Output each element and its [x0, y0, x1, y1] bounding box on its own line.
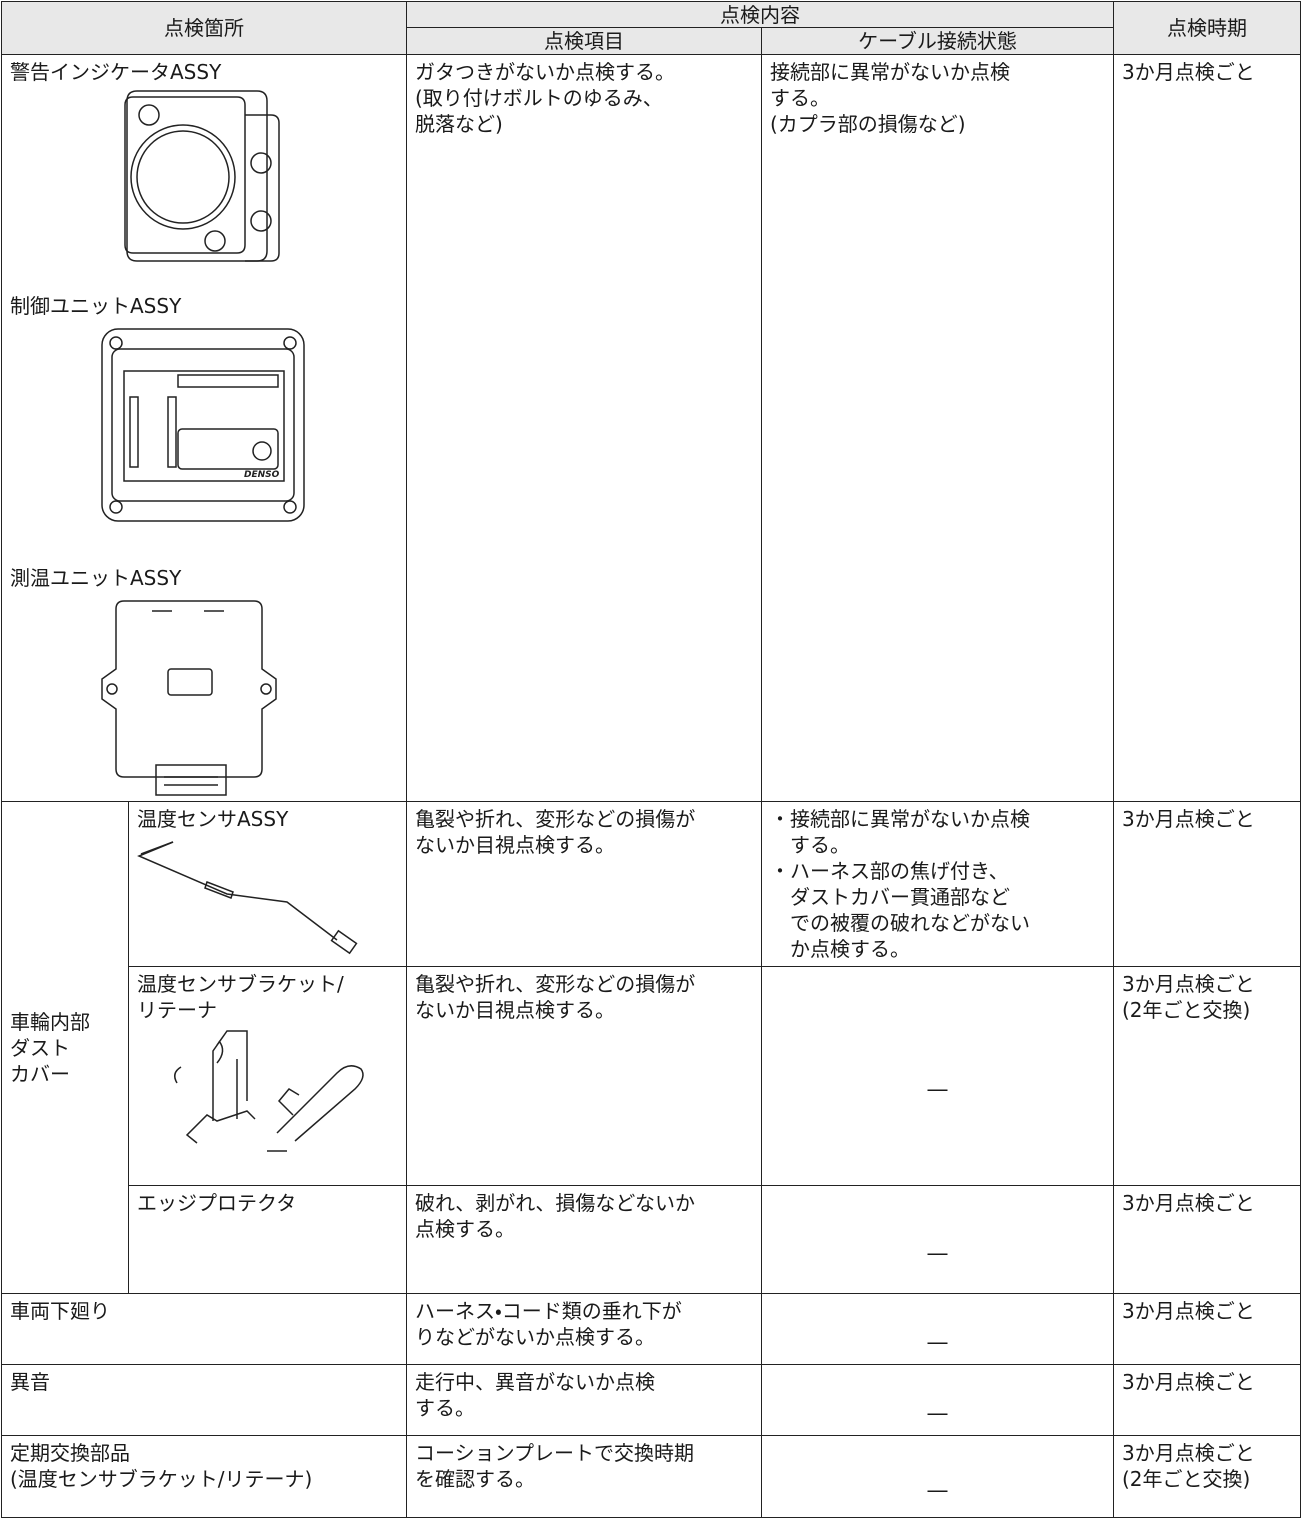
text-line: 3か月点検ごと	[1122, 1441, 1255, 1465]
text-line: 走行中、異音がないか点検	[415, 1370, 655, 1394]
dash: ―	[927, 1240, 948, 1265]
header-item: 点検項目	[406, 27, 762, 55]
cable-cell: ―	[761, 966, 1114, 1186]
text-line: 3か月点検ごと	[1122, 60, 1255, 84]
text-line: を確認する。	[415, 1467, 535, 1491]
dash: ―	[927, 1330, 948, 1354]
dash: ―	[927, 1401, 948, 1425]
part-cell: 異音	[1, 1364, 407, 1436]
part-name: 警告インジケータASSY	[10, 60, 222, 84]
text-line: する。	[415, 1396, 475, 1420]
item-cell: コーションプレートで交換時期 を確認する。	[406, 1435, 762, 1518]
temp-sensor-illustration	[137, 841, 358, 955]
text-line: ガタつきがないか点検する。	[415, 60, 675, 84]
text-line: コーションプレートで交換時期	[415, 1441, 694, 1465]
text-line: 破れ、剥がれ、損傷などないか	[415, 1191, 695, 1215]
text-line: 3か月点検ごと	[1122, 1299, 1255, 1323]
text-line: エッジプロテクタ	[137, 1191, 297, 1215]
header-timing: 点検時期	[1113, 1, 1301, 55]
control-unit-illustration: DENSO	[101, 328, 305, 522]
bullet: ・	[770, 859, 790, 883]
cable-cell: ―	[761, 1364, 1114, 1436]
text-line: 点検する。	[415, 1217, 515, 1241]
text-line: 異音	[10, 1370, 50, 1394]
text-line: 亀裂や折れ、変形などの損傷が	[415, 972, 696, 996]
text-line: 3か月点検ごと	[1122, 972, 1255, 996]
text-line: ハーネス・コード類の垂れ下が	[415, 1299, 682, 1323]
cable-cell: ―	[761, 1435, 1114, 1518]
text-line: での被覆の破れなどがない	[790, 911, 1030, 935]
part-cell: 温度センサブラケット/リテーナ	[128, 966, 407, 1186]
timing-cell: 3か月点検ごと (2年ごと交換)	[1113, 966, 1301, 1186]
timing-cell: 3か月点検ごと	[1113, 1293, 1301, 1365]
text-line: 3か月点検ごと	[1122, 1191, 1255, 1215]
item-cell: ガタつきがないか点検する。 (取り付けボルトのゆるみ、 脱落など)	[406, 54, 762, 802]
text-line: 脱落など)	[415, 112, 503, 136]
text-line: か点検する。	[790, 937, 910, 961]
item-cell: 亀裂や折れ、変形などの損傷が ないか目視点検する。	[406, 801, 762, 967]
part-cell: 温度センサASSY	[128, 801, 407, 967]
text-line: 定期交換部品	[10, 1441, 130, 1465]
part-name: 温度センサASSY	[137, 807, 289, 831]
header-content: 点検内容	[406, 1, 1114, 28]
cable-cell: 接続部に異常がないか点検 する。 (カプラ部の損傷など)	[761, 54, 1114, 802]
text-line: (カプラ部の損傷など)	[770, 112, 966, 136]
bracket-illustration	[174, 1030, 364, 1152]
bullet-item: ・ハーネス部の焦げ付き、 ダストカバー貫通部など での被覆の破れなどがない か点検する…	[770, 858, 1105, 962]
text-line: 接続部に異常がないか点検	[790, 807, 1030, 831]
item-cell: 走行中、異音がないか点検 する。	[406, 1364, 762, 1436]
header-location: 点検箇所	[1, 1, 407, 55]
part-cell: 警告インジケータASSY 制御ユニットASSY DENSO 測温ユニットASSY	[1, 54, 407, 802]
cable-cell: ―	[761, 1293, 1114, 1365]
text-line: 温度センサブラケット/	[137, 972, 344, 996]
dash: ―	[927, 1477, 948, 1502]
text-line: (2年ごと交換)	[1122, 1467, 1251, 1491]
text-line: 3か月点検ごと	[1122, 807, 1255, 831]
text-line: (2年ごと交換)	[1122, 998, 1251, 1022]
text-line: 亀裂や折れ、変形などの損傷が	[415, 807, 696, 831]
temp-unit-illustration	[101, 600, 277, 796]
timing-cell: 3か月点検ごと	[1113, 54, 1301, 802]
timing-cell: 3か月点検ごと	[1113, 801, 1301, 967]
logo: DENSO	[244, 470, 280, 480]
text-line: (温度センサブラケット/リテーナ)	[10, 1467, 313, 1491]
text-line: する。	[790, 833, 850, 857]
cable-cell: ―	[761, 1185, 1114, 1294]
text-line: リテーナ	[137, 998, 217, 1022]
dash: ―	[927, 1077, 948, 1101]
part-name: 制御ユニットASSY	[10, 294, 182, 318]
part-name: 測温ユニットASSY	[10, 566, 182, 590]
timing-cell: 3か月点検ごと	[1113, 1185, 1301, 1294]
text-line: ないか目視点検する。	[415, 833, 615, 857]
part-cell: エッジプロテクタ	[128, 1185, 407, 1294]
header-cable: ケーブル接続状態	[761, 27, 1114, 55]
text-line: ダスト	[10, 1035, 70, 1060]
text-line: ないか目視点検する。	[415, 998, 615, 1022]
item-cell: 亀裂や折れ、変形などの損傷が ないか目視点検する。	[406, 966, 762, 1186]
text-line: 車輪内部	[10, 1009, 90, 1034]
bullet: ・	[770, 807, 790, 831]
timing-cell: 3か月点検ごと	[1113, 1364, 1301, 1436]
text-line: カバー	[10, 1061, 70, 1086]
text-line: 3か月点検ごと	[1122, 1370, 1255, 1394]
cable-cell: ・接続部に異常がないか点検 する。 ・ハーネス部の焦げ付き、 ダストカバー貫通部など…	[761, 801, 1114, 967]
text-line: (取り付けボルトのゆるみ、	[415, 86, 663, 110]
text-line: 接続部に異常がないか点検	[770, 60, 1010, 84]
item-cell: ハーネス・コード類の垂れ下が りなどがないか点検する。	[406, 1293, 762, 1365]
group-cell: 車輪内部 ダスト カバー	[1, 801, 129, 1294]
bullet-item: ・接続部に異常がないか点検 する。	[770, 806, 1105, 858]
text-line: 車両下廻り	[10, 1299, 110, 1323]
text-line: りなどがないか点検する。	[415, 1325, 655, 1349]
part-cell: 定期交換部品 (温度センサブラケット/リテーナ)	[1, 1435, 407, 1518]
timing-cell: 3か月点検ごと (2年ごと交換)	[1113, 1435, 1301, 1518]
text-line: ハーネス部の焦げ付き、	[790, 859, 1009, 883]
warning-indicator-illustration	[124, 90, 280, 262]
part-cell: 車両下廻り	[1, 1293, 407, 1365]
text-line: ダストカバー貫通部など	[790, 885, 1010, 909]
text-line: する。	[770, 86, 830, 110]
item-cell: 破れ、剥がれ、損傷などないか 点検する。	[406, 1185, 762, 1294]
